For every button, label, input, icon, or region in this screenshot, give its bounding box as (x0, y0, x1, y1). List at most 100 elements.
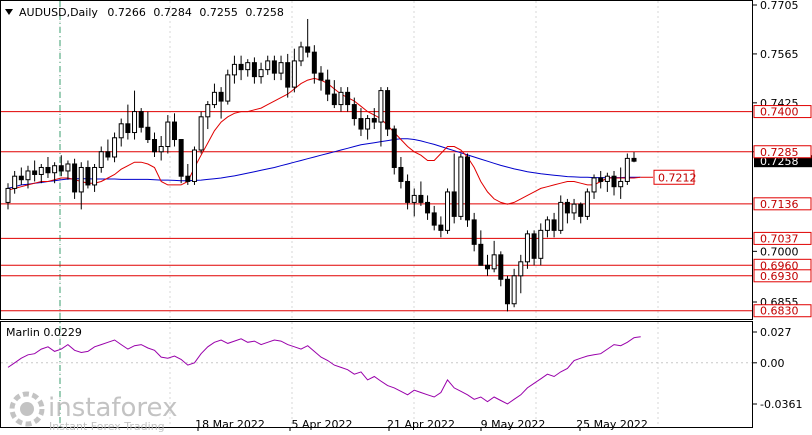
ohlc-open: 0.7266 (107, 6, 146, 19)
candle-body-43 (291, 60, 297, 88)
candle-body-46 (311, 51, 317, 74)
candle-body-39 (265, 60, 271, 71)
ma-red-line (7, 77, 641, 205)
candle-body-56 (378, 90, 384, 123)
ma-value-annotation: 0.7212 (641, 169, 697, 185)
level-box-6 (753, 304, 812, 318)
candle-body-54 (365, 118, 371, 130)
ohlc-low: 0.7255 (199, 6, 238, 19)
date-label-3: 9 May 2022 (481, 418, 546, 431)
candle-body-72 (484, 264, 490, 270)
marlin-tick-label-0: 0.027 (760, 326, 792, 339)
marlin-line (7, 336, 641, 405)
candle-body-92 (618, 180, 624, 188)
candle-body-66 (445, 191, 451, 231)
annotation-label: 0.7212 (658, 171, 697, 184)
candle-body-13 (92, 166, 98, 186)
candle-body-28 (191, 149, 197, 182)
candle-body-47 (318, 72, 324, 81)
price-tick-label-0: 0.7705 (760, 0, 799, 12)
candle-body-19 (132, 111, 138, 134)
candle-body-70 (471, 219, 477, 245)
candle-body-93 (624, 157, 630, 182)
candle-body-20 (138, 111, 144, 128)
candle-body-58 (391, 128, 397, 168)
marlin-label: Marlin 0.0229 (6, 326, 82, 339)
price-tick-label-4: 0.7000 (760, 245, 799, 258)
date-axis: 18 Mar 2022 5 Apr 2022 21 Apr 2022 9 May 20… (195, 418, 648, 431)
candle-body-29 (198, 116, 204, 151)
candle-body-10 (72, 163, 78, 193)
instaforex-logo-icon (9, 391, 45, 427)
current-price-label: 0.7258 (760, 155, 799, 168)
candle-body-38 (258, 69, 264, 78)
candle-body-33 (225, 74, 231, 102)
candle-body-67 (451, 191, 457, 217)
candle-body-71 (478, 243, 484, 266)
candle-body-18 (125, 123, 131, 134)
candle-body-81 (544, 219, 550, 231)
candles (5, 18, 637, 312)
date-label-1: 5 Apr 2022 (291, 418, 352, 431)
candle-body-94 (631, 157, 637, 162)
candle-body-62 (418, 194, 424, 203)
candle-body-25 (171, 121, 177, 141)
candle-body-48 (325, 79, 331, 95)
candle-body-15 (105, 151, 111, 158)
date-label-4: 25 May 2022 (576, 418, 648, 431)
candle-body-44 (298, 46, 304, 62)
candle-body-79 (531, 233, 537, 259)
candle-body-30 (205, 104, 211, 118)
candle-body-34 (231, 63, 237, 76)
ma-blue-line (7, 138, 641, 189)
marlin-tick-label-2: -0.0361 (760, 398, 802, 411)
candle-body-78 (524, 233, 530, 263)
candle-body-1 (12, 175, 18, 189)
candle-body-16 (112, 137, 118, 158)
instaforex-logo: instaforex Instant Forex Trading (9, 391, 177, 433)
candle-body-63 (425, 201, 431, 214)
date-label-0: 18 Mar 2022 (195, 418, 265, 431)
candle-body-36 (245, 62, 251, 71)
ohlc-close: 0.7258 (245, 6, 284, 19)
collapse-triangle-icon[interactable] (5, 9, 13, 15)
candle-body-2 (18, 175, 24, 181)
watermark-tagline: Instant Forex Trading (49, 420, 165, 433)
candle-body-21 (145, 126, 151, 141)
candle-body-37 (251, 62, 257, 78)
candle-body-14 (98, 151, 104, 168)
marlin-tick-label-1: 0.00 (760, 357, 785, 370)
candle-body-69 (465, 156, 471, 221)
candle-body-5 (38, 166, 44, 175)
candle-body-77 (518, 261, 524, 277)
grid (59, 1, 659, 427)
level-box-0 (753, 105, 812, 119)
candle-body-4 (32, 170, 38, 175)
support-resistance-levels (1, 111, 753, 312)
level-label-3: 0.7037 (760, 232, 799, 245)
candle-body-68 (458, 156, 464, 217)
candle-body-84 (564, 201, 570, 214)
candle-body-8 (58, 165, 64, 172)
marlin-indicator (1, 336, 753, 405)
candle-body-0 (5, 187, 11, 203)
candle-body-40 (271, 60, 277, 74)
candle-body-90 (604, 175, 610, 182)
moving-averages (7, 77, 641, 205)
candle-body-42 (285, 62, 291, 88)
level-box-5 (753, 269, 812, 283)
level-label-6: 0.6830 (760, 305, 799, 318)
candle-body-91 (611, 175, 617, 188)
candle-body-60 (405, 180, 411, 203)
candle-body-82 (551, 219, 557, 231)
candle-body-88 (591, 177, 597, 193)
candle-body-52 (351, 104, 357, 120)
candle-body-49 (331, 93, 337, 106)
candle-body-35 (238, 63, 244, 71)
candle-body-55 (371, 118, 377, 123)
level-box-3 (753, 231, 812, 245)
candle-body-65 (438, 224, 444, 231)
ohlc-high: 0.7284 (153, 6, 192, 19)
